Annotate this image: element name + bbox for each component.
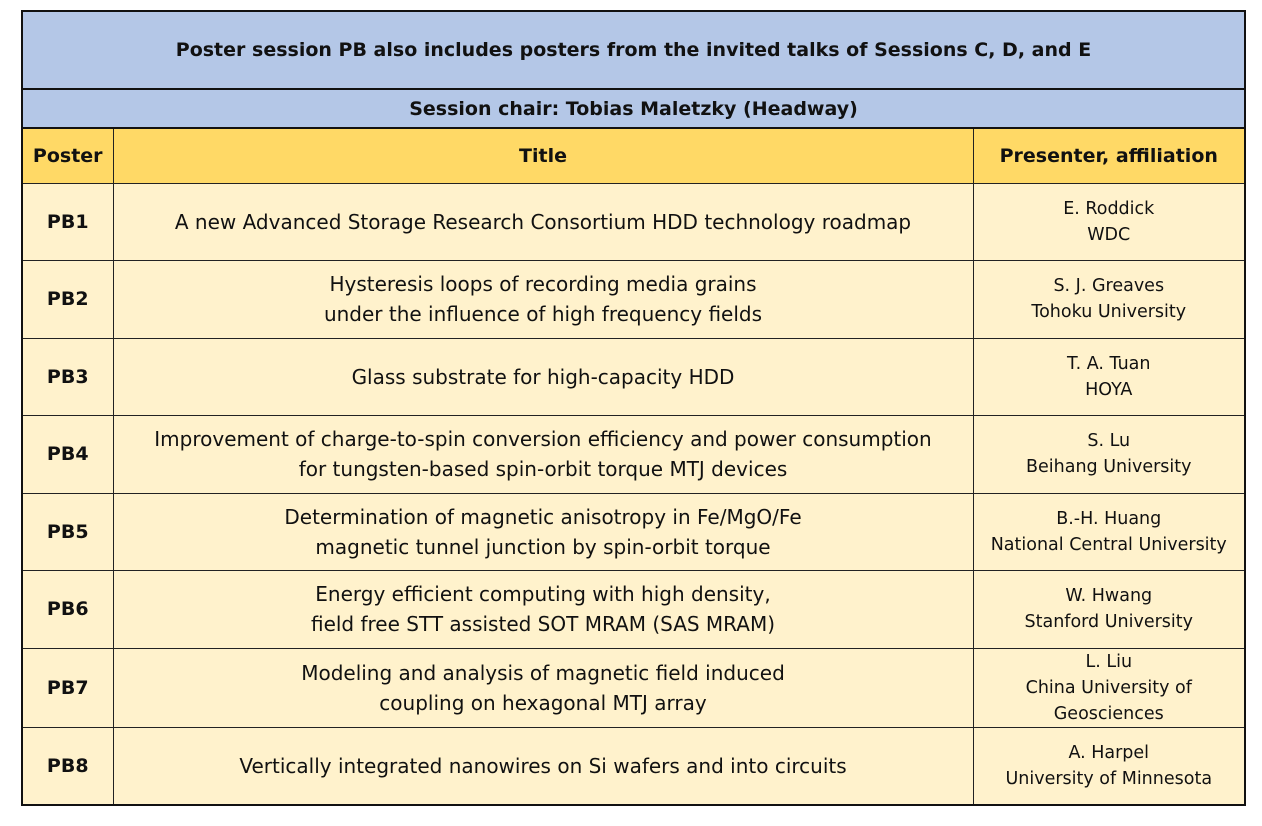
affiliation-line: National Central University [990, 534, 1227, 555]
presenter-name: T. A. Tuan [1067, 353, 1151, 374]
affiliation-line: Beihang University [1026, 457, 1192, 478]
presenter-name: W. Hwang [1065, 586, 1153, 607]
poster-title: Energy efficient computing with high den… [112, 570, 974, 649]
poster-title: Vertically integrated nanowires on Si wa… [112, 726, 974, 805]
affiliation-line: China University of [1025, 677, 1192, 698]
poster-title: Determination of magnetic anisotropy in … [112, 492, 974, 571]
title-line: under the influence of high frequency fi… [323, 302, 763, 327]
presenter-name: S. J. Greaves [1053, 276, 1165, 297]
presenter-name: B.-H. Huang [1056, 508, 1162, 529]
session-banner: Poster session PB also includes posters … [21, 10, 1246, 90]
affiliation-line: HOYA [1085, 379, 1133, 400]
title-line: A new Advanced Storage Research Consorti… [174, 209, 912, 234]
poster-id: PB3 [21, 337, 114, 416]
poster-id: PB1 [21, 182, 114, 261]
presenter-affiliation: W. Hwang Stanford University [972, 570, 1246, 649]
poster-title: Modeling and analysis of magnetic field … [112, 647, 974, 728]
title-line: field free STT assisted SOT MRAM (SAS MR… [310, 612, 776, 637]
table-row: PB3 Glass substrate for high-capacity HDD… [21, 337, 1246, 416]
table-row: PB5 Determination of magnetic anisotropy … [21, 492, 1246, 571]
poster-id: PB8 [21, 726, 114, 805]
poster-id: PB2 [21, 260, 114, 339]
presenter-name: L. Liu [1085, 651, 1133, 672]
presenter-name: S. Lu [1087, 431, 1131, 452]
table-row: PB2 Hysteresis loops of recording media g… [21, 260, 1246, 339]
affiliation-line: WDC [1087, 224, 1131, 245]
title-line: magnetic tunnel junction by spin-orbit t… [315, 534, 771, 559]
header-presenter: Presenter, affiliation [972, 127, 1246, 184]
poster-id: PB6 [21, 570, 114, 649]
affiliation-line: Tohoku University [1031, 302, 1187, 323]
presenter-affiliation: A. Harpel University of Minnesota [972, 726, 1246, 805]
presenter-affiliation: L. Liu China University of Geosciences [972, 647, 1246, 728]
presenter-affiliation: E. Roddick WDC [972, 182, 1246, 261]
table-row: PB1 A new Advanced Storage Research Conso… [21, 182, 1246, 261]
presenter-affiliation: T. A. Tuan HOYA [972, 337, 1246, 416]
title-line: Vertically integrated nanowires on Si wa… [239, 753, 847, 778]
poster-id: PB7 [21, 647, 114, 728]
header-title: Title [112, 127, 974, 184]
presenter-name: A. Harpel [1068, 742, 1150, 763]
header-row: Poster Title Presenter, affiliation [21, 127, 1246, 184]
presenter-affiliation: S. J. Greaves Tohoku University [972, 260, 1246, 339]
table-row: PB4 Improvement of charge-to-spin convers… [21, 415, 1246, 494]
chair-row: Session chair: Tobias Maletzky (Headway) [21, 88, 1246, 129]
title-line: coupling on hexagonal MTJ array [379, 690, 707, 715]
title-line: Determination of magnetic anisotropy in … [284, 504, 802, 529]
table-row: PB8 Vertically integrated nanowires on Si… [21, 726, 1246, 805]
presenter-affiliation: B.-H. Huang National Central University [972, 492, 1246, 571]
poster-title: A new Advanced Storage Research Consorti… [112, 182, 974, 261]
poster-id: PB4 [21, 415, 114, 494]
affiliation-line: Geosciences [1053, 703, 1164, 724]
title-line: for tungsten-based spin-orbit torque MTJ… [298, 457, 788, 482]
presenter-affiliation: S. Lu Beihang University [972, 415, 1246, 494]
affiliation-line: University of Minnesota [1005, 768, 1213, 789]
poster-title: Glass substrate for high-capacity HDD [112, 337, 974, 416]
affiliation-line: Stanford University [1024, 612, 1194, 633]
session-chair: Session chair: Tobias Maletzky (Headway) [21, 88, 1246, 129]
poster-title: Improvement of charge-to-spin conversion… [112, 415, 974, 494]
poster-id: PB5 [21, 492, 114, 571]
title-line: Energy efficient computing with high den… [315, 582, 771, 607]
poster-session-table: Poster session PB also includes posters … [21, 10, 1246, 806]
header-poster: Poster [21, 127, 114, 184]
banner-row: Poster session PB also includes posters … [21, 10, 1246, 90]
presenter-name: E. Roddick [1063, 198, 1155, 219]
title-line: Hysteresis loops of recording media grai… [329, 272, 757, 297]
poster-title: Hysteresis loops of recording media grai… [112, 260, 974, 339]
title-line: Modeling and analysis of magnetic field … [301, 660, 785, 685]
title-line: Glass substrate for high-capacity HDD [351, 364, 735, 389]
table-row: PB6 Energy efficient computing with high … [21, 570, 1246, 649]
table-row: PB7 Modeling and analysis of magnetic fie… [21, 647, 1246, 728]
title-line: Improvement of charge-to-spin conversion… [154, 427, 932, 452]
